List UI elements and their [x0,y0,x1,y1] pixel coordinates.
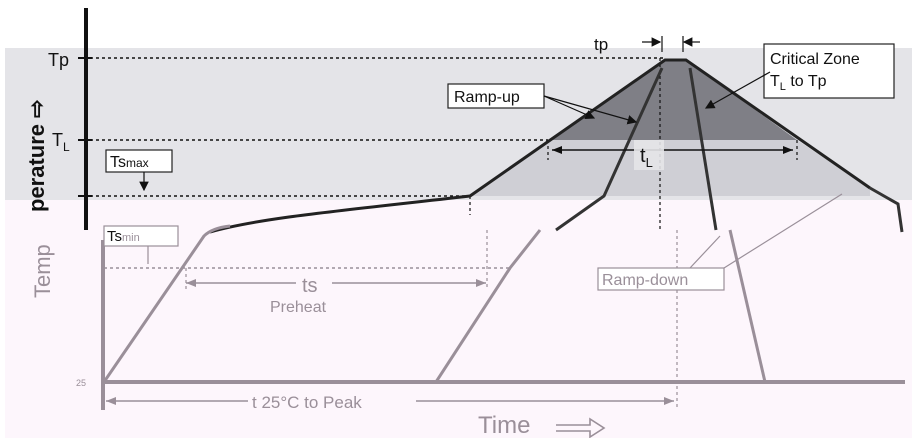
ramp-down-label: Ramp-down [602,272,688,289]
ramp-down-box [597,267,725,291]
ramp-up-pointer-2 [543,95,638,125]
ramp-down-lower [728,229,767,383]
ts-dim-label-bg [296,270,332,294]
ts-max-label: Tsmax [110,154,149,171]
ramp-down-tail [869,186,904,233]
x-axis-label: Time [478,412,530,438]
t25-dim-left-head [106,397,116,405]
tp-axis-label: Tp [48,50,69,70]
preheat-end-ramp [434,229,542,383]
ramp-up-label: Ramp-up [454,89,520,106]
critical-zone-area [548,60,797,140]
y-axis-label-lower: Temp [30,244,55,298]
tl-axis-label: TL [52,130,70,154]
ts-max-box [105,149,173,173]
ts-min-box [103,225,179,247]
critical-zone-label-line2: TL to Tp [770,73,827,93]
t25-to-peak-label: t 25°C to Peak [252,393,362,412]
ts-dim-right-head [476,279,486,287]
tl-dim-left-head [552,146,562,154]
t25-label-bg [248,390,416,412]
ramp-down-inner-line [688,67,718,231]
ts-min-label: Tsmin [107,228,140,245]
tp-dimension-label: tp [594,35,608,54]
profile-curve-upper [209,58,871,234]
tl-dimension-label: tL [640,145,653,170]
ts-dimension-label: ts [302,275,318,297]
ts-dim-left-head [186,279,196,287]
critical-zone-label-line1: Critical Zone [770,51,860,68]
time-arrow-icon [556,417,606,438]
ramp-down-pointer-1 [723,193,843,269]
tl-dim-label-bg [634,140,664,170]
preheat-label: Preheat [270,299,327,316]
critical-zone-box [763,43,895,99]
profile-curve-lower [102,224,231,383]
ramp-up-inner-line [555,67,664,232]
critical-zone-pointer [704,71,771,109]
y-axis-label-upper: perature ⇨ [24,99,49,212]
ramp-up-pointer-1 [543,95,596,120]
origin-label: 25 [76,378,86,388]
tl-dim-right-head [783,146,793,154]
ramp-down-pointer-2 [689,235,721,269]
above-ts-max-area [470,140,870,196]
t25-dim-right-head [664,397,674,405]
